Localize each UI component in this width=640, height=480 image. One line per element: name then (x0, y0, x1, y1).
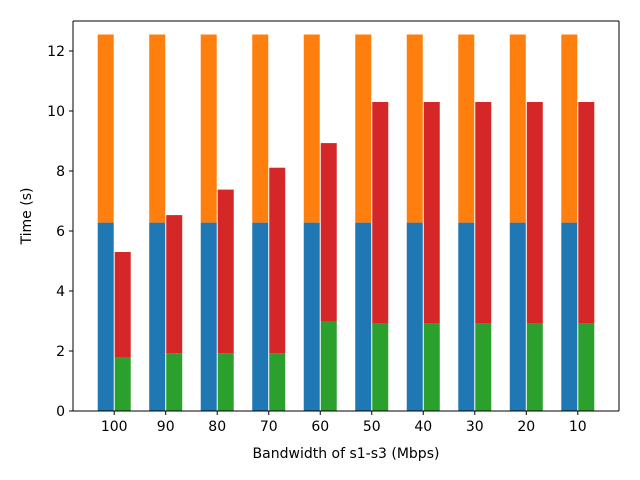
bar-right-1-10 (578, 102, 595, 324)
bar-left-1-30 (458, 34, 475, 223)
bar-right-1-20 (526, 102, 543, 324)
bar-right-1-50 (372, 102, 389, 324)
bar-right-0-70 (269, 353, 286, 411)
bar-left-0-100 (97, 222, 114, 411)
bar-left-0-60 (303, 222, 320, 411)
y-tick-label-0: 0 (56, 404, 65, 420)
bar-right-1-60 (320, 143, 337, 322)
x-tick-label-30: 30 (466, 419, 484, 435)
bar-left-1-20 (509, 34, 526, 223)
y-tick-label-12: 12 (47, 44, 65, 60)
x-tick-label-10: 10 (569, 419, 587, 435)
bar-left-1-60 (303, 34, 320, 223)
bar-left-0-80 (200, 222, 217, 411)
bar-right-0-10 (578, 323, 595, 411)
x-tick-label-20: 20 (517, 419, 535, 435)
bar-left-1-50 (355, 34, 372, 223)
bar-right-0-50 (372, 323, 389, 411)
bar-left-1-70 (252, 34, 269, 223)
bars-group (97, 34, 595, 411)
ticks-group: 0 2 4 6 8 10 12 100 90 80 70 60 50 40 30 20 10 (47, 44, 587, 435)
bar-left-0-30 (458, 222, 475, 411)
y-axis-label: Time (s) (19, 188, 35, 246)
bar-right-0-90 (166, 353, 183, 411)
bar-right-0-100 (114, 357, 131, 411)
axes-group (72, 20, 620, 412)
bar-right-1-80 (217, 189, 234, 354)
bar-left-0-70 (252, 222, 269, 411)
y-tick-label-6: 6 (56, 224, 65, 240)
bar-left-1-10 (561, 34, 578, 223)
x-tick-label-80: 80 (208, 419, 226, 435)
y-tick-label-10: 10 (47, 104, 65, 120)
bar-right-1-90 (166, 215, 183, 354)
bar-left-0-90 (149, 222, 166, 411)
x-tick-label-60: 60 (311, 419, 329, 435)
bar-right-0-20 (526, 323, 543, 411)
y-tick-label-2: 2 (56, 344, 65, 360)
bar-right-0-80 (217, 353, 234, 411)
bar-right-0-30 (475, 323, 492, 411)
y-tick-label-4: 4 (56, 284, 65, 300)
bar-right-1-100 (114, 252, 131, 357)
bar-left-0-20 (509, 222, 526, 411)
y-tick-label-8: 8 (56, 164, 65, 180)
bar-right-1-30 (475, 102, 492, 324)
bar-left-1-40 (406, 34, 423, 223)
bar-left-0-10 (561, 222, 578, 411)
bar-left-0-50 (355, 222, 372, 411)
bar-right-1-40 (423, 102, 440, 324)
x-tick-label-90: 90 (157, 419, 175, 435)
x-axis-label: Bandwidth of s1-s3 (Mbps) (253, 446, 440, 462)
bar-left-1-80 (200, 34, 217, 223)
bar-right-0-60 (320, 321, 337, 411)
bar-left-1-100 (97, 34, 114, 223)
bar-left-0-40 (406, 222, 423, 411)
x-tick-label-70: 70 (260, 419, 278, 435)
bar-right-0-40 (423, 323, 440, 411)
bar-left-1-90 (149, 34, 166, 223)
x-tick-label-40: 40 (414, 419, 432, 435)
x-tick-label-50: 50 (363, 419, 381, 435)
x-tick-label-100: 100 (101, 419, 128, 435)
bar-right-1-70 (269, 167, 286, 354)
